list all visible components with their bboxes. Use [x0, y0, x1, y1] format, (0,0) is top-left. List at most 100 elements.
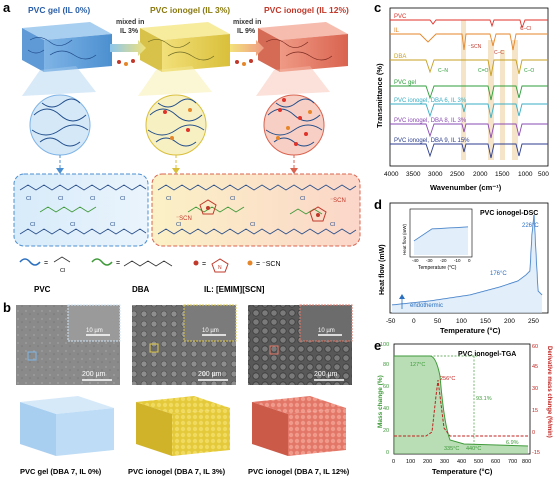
mass-curve: [394, 355, 529, 447]
block-ionogel-12: [258, 22, 348, 72]
main-scale: 200 µm: [314, 371, 338, 378]
endothermic-label: endothermic: [410, 303, 443, 309]
block-ionogel-3: [140, 22, 230, 72]
x-tick: 1500: [495, 171, 510, 178]
y-left-tick: 100: [380, 342, 389, 348]
ann-6-9: 6.9%: [506, 440, 519, 446]
series-label-dba8: PVC ionogel, DBA 8, IL 3%: [394, 118, 467, 124]
dsc-inset: Heat flow (mW) Temperature (°C) -40 -30 …: [402, 208, 473, 271]
legend-dba-label: DBA: [132, 285, 150, 294]
mass-area: [394, 356, 528, 454]
panel-e-chart: e PVC ionogel-TGA Mass change (%) Deriva…: [374, 338, 552, 476]
x-tick: 0: [392, 459, 395, 465]
panel-c-chart: c Transmittance (%) Wavenumber (cm⁻¹) 40…: [374, 0, 549, 192]
series-label-pvc-gel: PVC gel: [394, 80, 416, 86]
structure-box-ionogel: [151, 173, 361, 247]
x-tick: 50: [434, 318, 442, 325]
x-tick: 150: [480, 318, 491, 325]
ann-335: 335°C: [444, 446, 459, 452]
y-right-tick: -15: [532, 450, 540, 456]
y-left-tick: 80: [383, 362, 389, 368]
panel-b-letter: b: [3, 300, 11, 315]
ftir-curve-dba9: [390, 143, 548, 159]
structure-box-gel: [13, 173, 149, 247]
tga-xlabel: Temperature (°C): [432, 467, 493, 476]
x-tick: 100: [456, 318, 467, 325]
x-tick: 500: [538, 171, 549, 178]
ftir-curve-pvc: [390, 19, 548, 30]
cl-label: Cl: [120, 196, 125, 202]
tga-ylabel-right: Derivative mass change (%/min): [546, 346, 552, 438]
inset-scale: 10 µm: [86, 328, 103, 334]
x-tick: 200: [423, 459, 432, 465]
block-gel: [22, 22, 112, 72]
panel-e-letter: e: [374, 338, 381, 353]
series-label-dba: DBA: [394, 54, 406, 60]
block-render-gel: [20, 396, 114, 456]
series-label-dba9: PVC ionogel, DBA 9, IL 15%: [394, 138, 470, 144]
inset-x-tick: -30: [426, 258, 433, 263]
ftir-curve-dba: [390, 59, 548, 77]
x-tick: 2500: [450, 171, 465, 178]
imidazolium-ring: [199, 199, 217, 215]
cl-label: Cl: [30, 222, 35, 228]
x-tick: -50: [386, 318, 396, 325]
arrow1-line2: IL 3%: [120, 28, 139, 35]
dsc-ylabel: Heat flow (mW): [379, 244, 386, 295]
ftir-curve-dba8: [390, 123, 548, 139]
ann-c-o: C–O: [524, 68, 534, 74]
tga-title: PVC ionogel-TGA: [458, 351, 516, 358]
x-tick: 1000: [518, 171, 533, 178]
x-tick: 4000: [384, 171, 399, 178]
ann-scn: ⁻SCN: [468, 44, 482, 50]
ftir-xlabel: Wavenumber (cm⁻¹): [430, 183, 502, 192]
svg-text:=: =: [116, 260, 120, 267]
panel-c-letter: c: [374, 0, 381, 15]
panel-a-letter: a: [3, 0, 11, 15]
x-tick: 700: [508, 459, 517, 465]
main-scale: 200 µm: [198, 371, 222, 378]
tga-ylabel-left: Mass change (%): [377, 375, 384, 428]
legend-pvc-label: PVC: [34, 285, 51, 294]
inset-x-tick: -40: [412, 258, 419, 263]
block-render-ionogel-3: [136, 396, 230, 456]
x-tick: 500: [474, 459, 483, 465]
ann-256: 256°C: [440, 376, 455, 382]
panel-c: c Transmittance (%) Wavenumber (cm⁻¹) 40…: [370, 0, 554, 195]
caption-ionogel-3: PVC ionogel (DBA 7, IL 3%): [128, 467, 226, 476]
y-right-tick: 60: [532, 344, 538, 350]
ftir-ylabel: Transmittance (%): [375, 63, 384, 128]
mix-arrow-2: [230, 40, 264, 56]
legend-n: N: [218, 265, 222, 271]
x-tick: 400: [457, 459, 466, 465]
inset-scale: 10 µm: [318, 328, 335, 334]
dsc-xlabel: Temperature (°C): [440, 326, 501, 335]
y-right-tick: 30: [532, 386, 538, 392]
main-scale: 200 µm: [82, 371, 106, 378]
ann-127: 127°C: [410, 362, 425, 368]
x-tick: 2000: [473, 171, 488, 178]
title-ionogel-3: PVC ionogel (IL 3%): [150, 5, 230, 15]
x-tick: 800: [522, 459, 531, 465]
ann-c-n: C–N: [438, 68, 448, 74]
legend-dba: = DBA: [91, 258, 173, 294]
inset-x-tick: -20: [440, 258, 447, 263]
y-right-tick: 45: [532, 364, 538, 370]
ann-440: 440°C: [466, 446, 481, 452]
arrow1-line1: mixed in: [116, 19, 144, 26]
legend-cl: Cl: [60, 268, 65, 274]
ftir-curve-pvc-gel: [390, 85, 548, 101]
x-tick: 100: [406, 459, 415, 465]
panel-a: a PVC gel (IL 0%) PVC ionogel (IL 3%) PV…: [0, 0, 370, 300]
scn-label: ⁻SCN: [330, 198, 346, 204]
ftir-frame: [389, 7, 549, 167]
x-tick: 3500: [406, 171, 421, 178]
ann-176: 176°C: [490, 271, 507, 277]
series-label-pvc: PVC: [394, 14, 407, 20]
network-circle-ionogel-12: [263, 94, 325, 156]
block-render-ionogel-12: [252, 396, 346, 456]
ftir-curve-dba6: [390, 103, 548, 119]
arrow2-line1: mixed in: [233, 19, 261, 26]
cl-label: Cl: [110, 222, 115, 228]
legend-scn-label: = ⁻SCN: [256, 261, 281, 268]
